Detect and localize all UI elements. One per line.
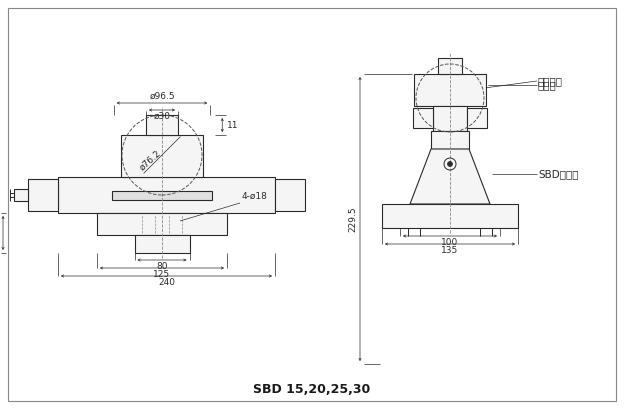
Text: 承压头: 承压头	[538, 80, 557, 90]
Bar	[146, 115, 178, 135]
Text: ø76.2: ø76.2	[137, 148, 162, 172]
Text: SBD传感器: SBD传感器	[538, 169, 578, 179]
Text: 11: 11	[227, 121, 239, 130]
Bar	[97, 213, 227, 235]
Text: SBD 15,20,25,30: SBD 15,20,25,30	[253, 383, 371, 396]
Bar	[112, 191, 212, 200]
Text: 125: 125	[154, 270, 170, 279]
Text: 80: 80	[156, 262, 168, 271]
Text: 240: 240	[158, 278, 175, 287]
Bar	[121, 135, 203, 177]
Bar	[431, 131, 469, 149]
Text: ø30: ø30	[154, 112, 170, 121]
Polygon shape	[410, 149, 490, 204]
Bar	[14, 189, 28, 201]
Text: 229.5: 229.5	[348, 206, 357, 232]
Bar	[438, 58, 462, 74]
Bar	[433, 106, 467, 131]
Text: ø96.5: ø96.5	[149, 92, 175, 101]
Text: 100: 100	[441, 238, 459, 247]
Bar	[28, 179, 58, 211]
Bar	[414, 74, 486, 106]
Circle shape	[447, 162, 452, 166]
Bar	[135, 235, 190, 253]
Text: 26: 26	[0, 227, 1, 239]
Bar	[413, 108, 433, 128]
Bar	[58, 177, 275, 213]
Bar	[275, 179, 305, 211]
Text: 加载锂球: 加载锂球	[538, 76, 563, 86]
Text: 135: 135	[441, 246, 459, 255]
Text: 4-ø18: 4-ø18	[242, 192, 268, 201]
Bar	[467, 108, 487, 128]
Bar	[382, 204, 518, 228]
